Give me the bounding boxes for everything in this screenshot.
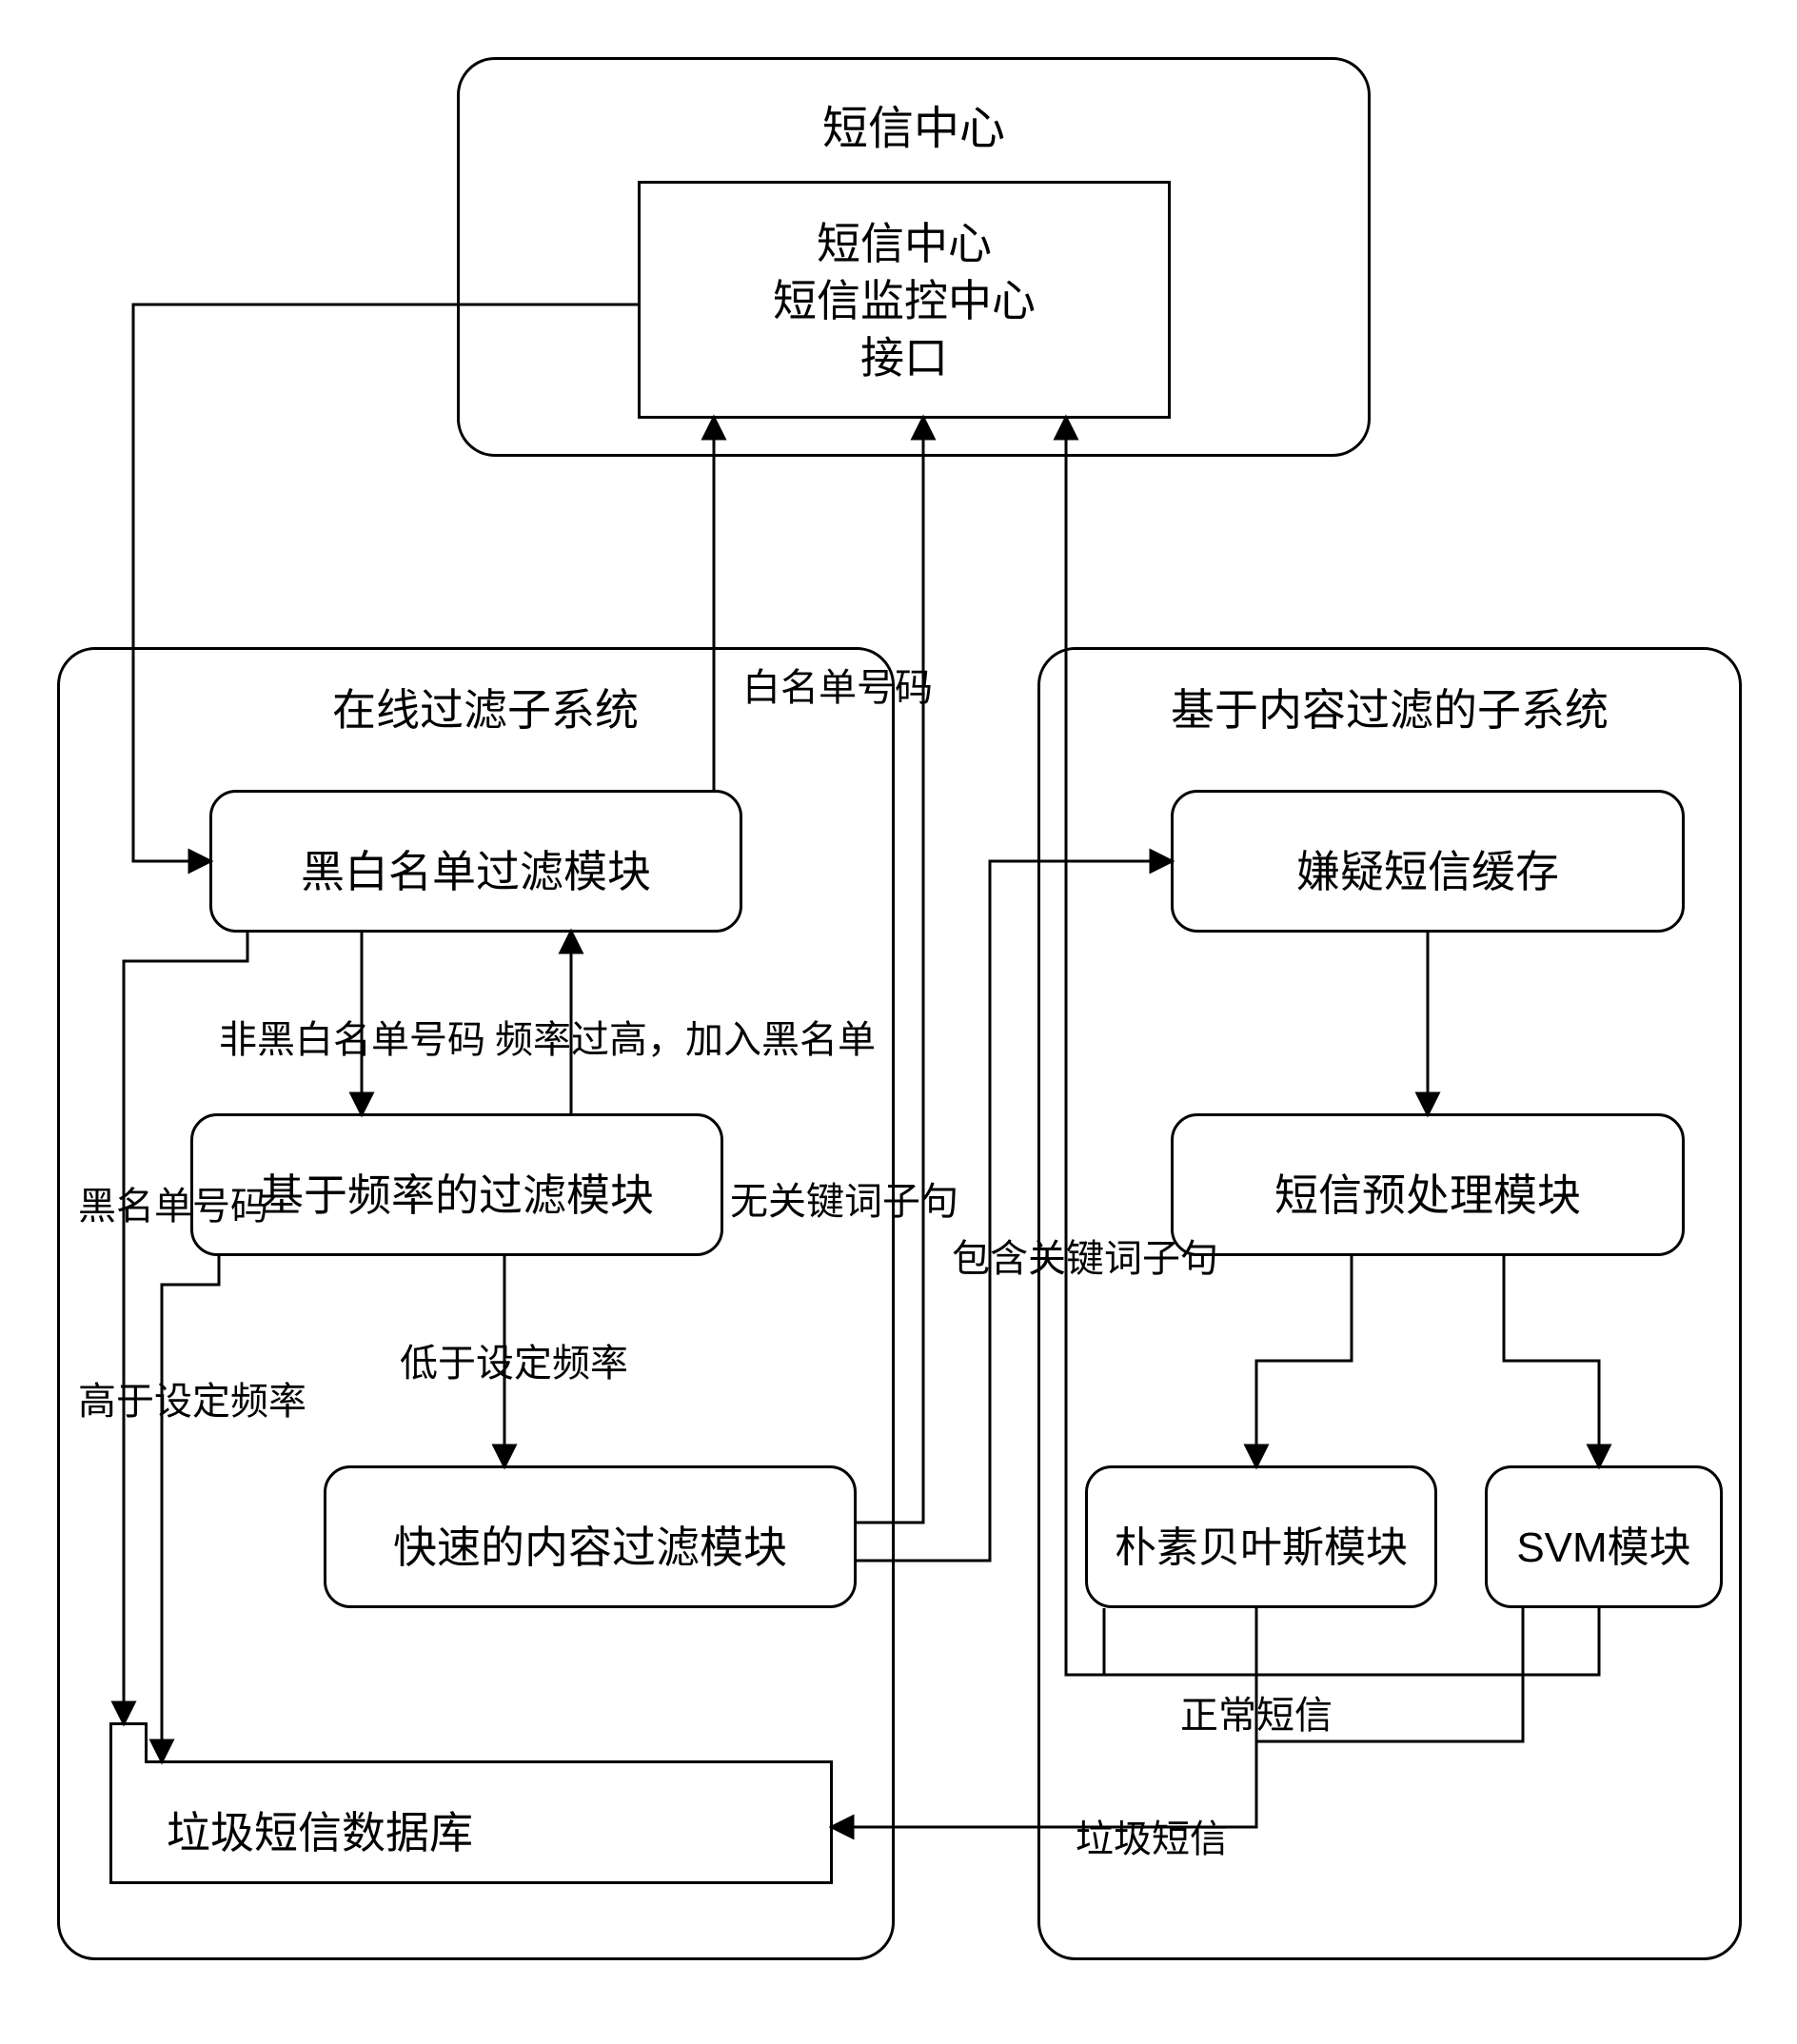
- edge-freq-high: 频率过高，加入黑名单: [495, 1009, 876, 1064]
- sms-center-interface-l2: 短信监控中心: [638, 266, 1171, 329]
- content-filter-title: 基于内容过滤的子系统: [1037, 676, 1742, 738]
- edge-blacklist2: 黑名单号码: [78, 1175, 268, 1230]
- spam-db-tab: [109, 1722, 148, 1763]
- edge-above-freq: 高于设定频率: [78, 1370, 306, 1425]
- sms-center-interface-l3: 接口: [638, 324, 1171, 386]
- svm-label: SVM模块: [1485, 1513, 1723, 1574]
- online-filter-title: 在线过滤子系统: [247, 676, 723, 738]
- naive-bayes-label: 朴素贝叶斯模块: [1085, 1513, 1437, 1574]
- bw-list-filter-label: 黑白名单过滤模块: [209, 837, 742, 900]
- diagram-canvas: 短信中心 短信中心 短信监控中心 接口 在线过滤子系统 基于内容过滤的子系统 黑…: [0, 0, 1797, 2044]
- sms-center-interface-l1: 短信中心: [638, 209, 1171, 272]
- freq-filter-label: 基于频率的过滤模块: [190, 1161, 723, 1224]
- edge-whitelist: 白名单号码: [742, 657, 933, 712]
- fast-content-filter-label: 快速的内容过滤模块: [324, 1513, 857, 1576]
- edge-normal-sms: 正常短信: [1180, 1684, 1333, 1739]
- spam-db-label: 垃圾短信数据库: [109, 1798, 833, 1861]
- edge-below-freq: 低于设定频率: [400, 1332, 628, 1387]
- suspect-cache-label: 嫌疑短信缓存: [1171, 837, 1685, 900]
- edge-has-keyword: 包含关键词子句: [952, 1228, 1218, 1283]
- edge-no-keyword: 无关键词子句: [730, 1170, 958, 1226]
- edge-spam-sms: 垃圾短信: [1076, 1808, 1228, 1863]
- edge-non-bw: 非黑白名单号码: [219, 1009, 485, 1064]
- preprocess-label: 短信预处理模块: [1171, 1161, 1685, 1224]
- sms-center-title: 短信中心: [457, 90, 1371, 157]
